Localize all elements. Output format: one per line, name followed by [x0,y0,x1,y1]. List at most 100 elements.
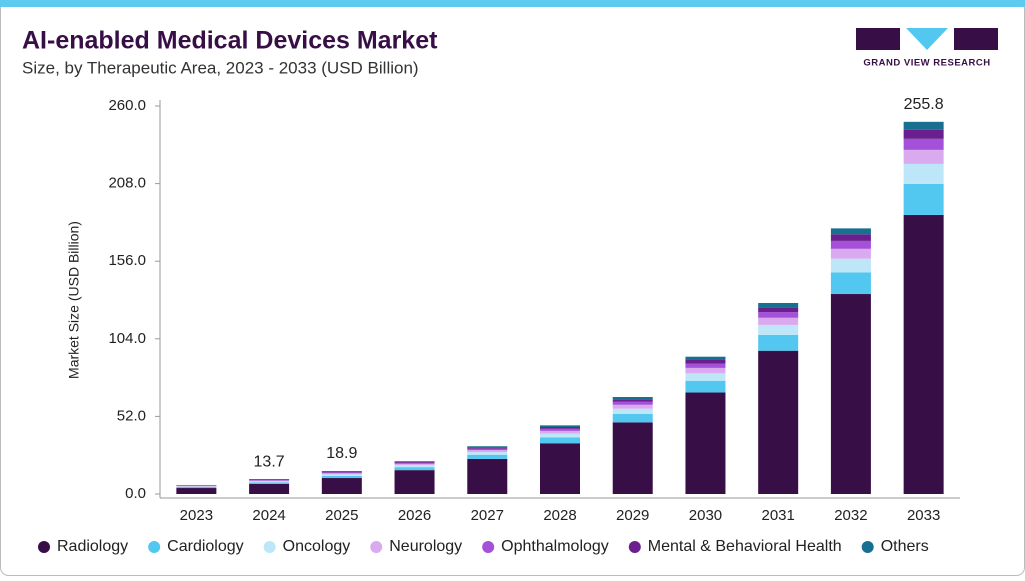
bar-segment [176,488,216,494]
bar-segment [831,249,871,259]
bar-segment [685,360,725,364]
bar-segment [467,455,507,459]
bar-segment [540,425,580,427]
bar-segment [685,393,725,494]
bar-segment [249,480,289,481]
bar-segment [831,241,871,249]
bar-segment [467,446,507,447]
legend-label: Oncology [283,538,351,555]
chart-subtitle: Size, by Therapeutic Area, 2023 - 2033 (… [22,58,419,77]
bar-segment [613,405,653,409]
legend-marker [370,541,382,553]
bar-segment [758,335,798,351]
bar-segment [613,397,653,399]
y-tick-label: 208.0 [108,175,146,192]
legend-marker [38,541,50,553]
bar-segment [904,122,944,130]
bar-segment [540,431,580,434]
bar-segment [758,312,798,318]
bar-segment [322,473,362,474]
y-axis-title: Market Size (USD Billion) [66,221,82,379]
bar-segment [467,449,507,450]
bar-segment [758,307,798,312]
total-label: 18.9 [326,445,357,462]
bar-segment [249,481,289,482]
bar-segment [395,465,435,467]
x-tick-label: 2030 [689,507,722,524]
bar-segment [613,422,653,494]
bar-segment [467,447,507,448]
legend-marker [862,541,874,553]
bar-segment [758,303,798,307]
x-tick-label: 2026 [398,507,431,524]
legend-marker [148,541,160,553]
bar-segment [613,414,653,422]
bar-segment [467,452,507,455]
y-tick-label: 260.0 [108,97,146,114]
total-label: 13.7 [254,453,285,470]
chart-title: AI-enabled Medical Devices Market [22,27,438,55]
bar-segment [540,443,580,494]
legend-label: Neurology [389,538,462,555]
bar-segment [758,318,798,325]
x-tick-label: 2024 [252,507,285,524]
y-tick-label: 52.0 [117,407,146,424]
bar-segment [831,294,871,494]
top-stripe [0,0,1025,7]
bar-segment [322,471,362,472]
bar-segment [685,364,725,368]
bar-segment [831,234,871,241]
bar-segment [613,409,653,414]
bar-segment [395,467,435,470]
legend-label: Radiology [57,538,128,555]
bar-segment [176,487,216,488]
legend-label: Mental & Behavioral Health [648,538,842,555]
bar-segment [904,184,944,215]
bar-segment [467,450,507,452]
bar-segment [831,259,871,273]
bar-segment [540,429,580,431]
x-tick-label: 2027 [471,507,504,524]
bar-segment [904,130,944,139]
legend-label: Cardiology [167,538,243,555]
bar-segment [685,357,725,360]
y-tick-label: 156.0 [108,252,146,269]
total-label: 255.8 [904,96,944,113]
bar-segment [322,472,362,473]
bar-segment [685,381,725,393]
logo: GRAND VIEW RESEARCH [856,28,998,69]
legend-marker [482,541,494,553]
x-tick-label: 2031 [761,507,794,524]
bar-segment [685,373,725,380]
bar-segment [758,351,798,494]
bar-segment [540,434,580,438]
logo-text: GRAND VIEW RESEARCH [863,58,990,69]
x-tick-label: 2033 [907,507,940,524]
bar-segment [249,482,289,484]
x-tick-label: 2029 [616,507,649,524]
legend-marker [264,541,276,553]
bar-segment [395,463,435,464]
bar-segment [613,399,653,402]
legend-label: Others [881,538,929,555]
x-tick-label: 2023 [180,507,213,524]
bar-segment [904,150,944,164]
bar-segment [395,464,435,465]
x-tick-label: 2025 [325,507,358,524]
bar-segment [322,472,362,473]
bar-segment [467,459,507,494]
bar-segment [395,461,435,462]
bar-segment [685,368,725,373]
bar-segment [176,486,216,487]
bar-segment [613,402,653,405]
bar-segment [540,427,580,429]
bar-segment [395,470,435,494]
bar-segment [540,437,580,443]
bar-segment [904,139,944,150]
bar-segment [322,474,362,475]
y-tick-label: 104.0 [108,330,146,347]
legend-marker [629,541,641,553]
bar-segment [831,272,871,294]
bar-segment [831,228,871,234]
